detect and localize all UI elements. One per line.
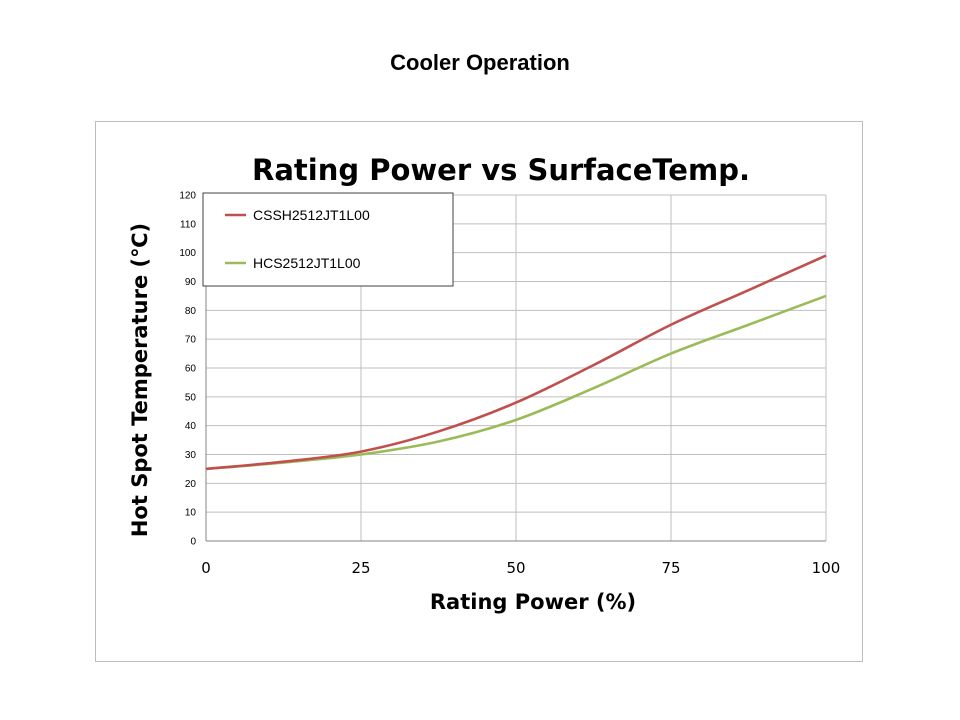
y-tick-label: 80	[185, 306, 197, 317]
y-tick-label: 120	[179, 191, 196, 202]
y-tick-label: 0	[190, 537, 196, 548]
y-axis-ticks: 0 10 20 30 40 50 60 70 80 90 100 110 120	[179, 191, 196, 548]
x-tick-label: 0	[201, 559, 211, 577]
x-tick-label: 50	[506, 559, 525, 577]
x-tick-label: 25	[351, 559, 370, 577]
series-lines	[205, 254, 827, 471]
y-tick-label: 110	[180, 219, 196, 230]
legend-label-series-1: CSSH2512JT1L00	[253, 207, 370, 223]
series-line-1	[205, 254, 827, 471]
y-tick-label: 40	[185, 421, 197, 432]
y-tick-label: 70	[185, 335, 197, 346]
y-tick-label: 100	[179, 248, 196, 259]
y-tick-label: 90	[185, 277, 197, 288]
series-line-2	[205, 294, 827, 471]
y-tick-label: 50	[185, 392, 197, 403]
legend: CSSH2512JT1L00 HCS2512JT1L00	[202, 192, 454, 287]
line-chart: Rating Power vs SurfaceTemp. 0 10 20 30 40 50…	[128, 153, 840, 614]
slide-title: Cooler Operation	[390, 50, 570, 75]
x-tick-label: 75	[661, 559, 680, 577]
chart-title: Rating Power vs SurfaceTemp.	[252, 153, 750, 187]
y-axis-title: Hot Spot Temperature (℃)	[128, 223, 152, 537]
x-axis-ticks: 0 25 50 75 100	[201, 559, 840, 577]
y-tick-label: 10	[185, 508, 197, 519]
x-axis-title: Rating Power (%)	[430, 590, 636, 614]
y-tick-label: 60	[185, 364, 197, 375]
x-tick-label: 100	[812, 559, 841, 577]
y-tick-label: 30	[185, 450, 197, 461]
y-tick-label: 20	[185, 479, 197, 490]
legend-box	[202, 192, 454, 287]
chart-frame: Rating Power vs SurfaceTemp. 0 10 20 30 40 50…	[95, 121, 863, 662]
legend-label-series-2: HCS2512JT1L00	[253, 255, 361, 271]
